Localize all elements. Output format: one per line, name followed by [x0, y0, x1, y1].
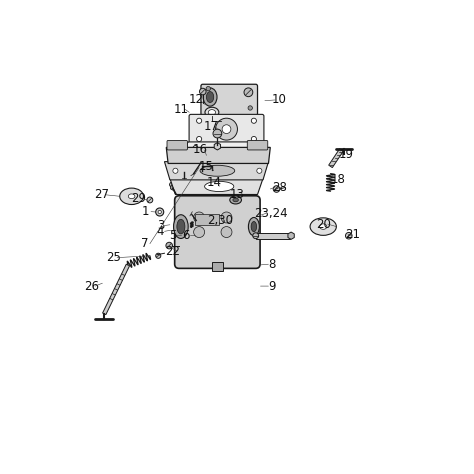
FancyBboxPatch shape — [175, 196, 260, 268]
Ellipse shape — [200, 165, 235, 176]
Circle shape — [346, 232, 352, 239]
Ellipse shape — [205, 182, 234, 191]
Circle shape — [197, 137, 201, 142]
Bar — [212, 262, 223, 271]
Text: 1: 1 — [141, 205, 149, 218]
Text: 26: 26 — [84, 280, 99, 292]
Circle shape — [166, 242, 173, 249]
Text: 8: 8 — [268, 258, 276, 271]
Text: 13: 13 — [229, 188, 245, 201]
Circle shape — [273, 186, 280, 192]
Ellipse shape — [310, 218, 337, 236]
Text: 18: 18 — [330, 173, 345, 186]
Text: 22: 22 — [165, 245, 180, 257]
Ellipse shape — [230, 196, 241, 204]
FancyBboxPatch shape — [189, 114, 264, 146]
Text: 9: 9 — [268, 280, 276, 292]
Polygon shape — [328, 149, 343, 168]
Circle shape — [194, 212, 205, 223]
Text: 16: 16 — [193, 144, 208, 156]
Circle shape — [255, 162, 260, 167]
Circle shape — [173, 168, 178, 173]
Circle shape — [221, 227, 232, 237]
Circle shape — [188, 211, 194, 217]
Polygon shape — [171, 185, 175, 190]
Circle shape — [194, 227, 205, 237]
Ellipse shape — [128, 194, 135, 199]
Circle shape — [248, 106, 253, 110]
Circle shape — [193, 146, 198, 151]
Circle shape — [216, 118, 237, 140]
Ellipse shape — [155, 208, 164, 216]
Ellipse shape — [205, 107, 219, 118]
Text: 23,24: 23,24 — [255, 207, 288, 219]
Text: 2,30: 2,30 — [207, 214, 233, 227]
Ellipse shape — [172, 183, 175, 186]
Ellipse shape — [208, 109, 216, 115]
Polygon shape — [255, 233, 291, 238]
Ellipse shape — [203, 88, 217, 106]
Text: 20: 20 — [316, 218, 331, 230]
Text: 14: 14 — [206, 175, 221, 189]
Ellipse shape — [170, 182, 178, 188]
Circle shape — [253, 233, 259, 238]
Polygon shape — [170, 178, 263, 194]
Circle shape — [147, 197, 153, 203]
Circle shape — [155, 253, 161, 258]
FancyBboxPatch shape — [167, 140, 187, 150]
Polygon shape — [166, 147, 270, 164]
FancyBboxPatch shape — [187, 142, 266, 170]
Circle shape — [251, 118, 256, 123]
Circle shape — [181, 176, 186, 181]
Circle shape — [206, 86, 210, 91]
Text: 17: 17 — [204, 120, 219, 134]
Text: 6: 6 — [182, 229, 190, 242]
Text: 7: 7 — [141, 237, 149, 250]
Circle shape — [251, 137, 256, 142]
Circle shape — [200, 88, 206, 95]
Circle shape — [222, 125, 231, 134]
Polygon shape — [288, 232, 294, 239]
Circle shape — [255, 146, 260, 151]
FancyBboxPatch shape — [201, 84, 257, 115]
Ellipse shape — [233, 198, 238, 202]
Circle shape — [213, 129, 222, 138]
Circle shape — [197, 118, 201, 123]
Text: 3: 3 — [157, 219, 164, 232]
Text: 27: 27 — [94, 188, 109, 201]
Ellipse shape — [319, 224, 327, 229]
Text: 12: 12 — [189, 93, 204, 106]
Text: 29: 29 — [131, 192, 146, 205]
Text: 10: 10 — [272, 93, 287, 107]
Circle shape — [190, 172, 196, 177]
Circle shape — [257, 168, 262, 173]
Text: 11: 11 — [173, 103, 188, 116]
Polygon shape — [102, 264, 129, 315]
Ellipse shape — [120, 188, 144, 204]
Circle shape — [221, 212, 232, 223]
Text: 15: 15 — [198, 160, 213, 173]
Text: 4: 4 — [157, 225, 164, 238]
Ellipse shape — [251, 221, 256, 232]
Ellipse shape — [248, 218, 259, 236]
Text: 25: 25 — [106, 251, 121, 264]
Ellipse shape — [158, 210, 161, 214]
Polygon shape — [164, 162, 268, 180]
Ellipse shape — [177, 219, 185, 234]
FancyBboxPatch shape — [247, 140, 268, 150]
Text: 5: 5 — [169, 229, 176, 242]
Circle shape — [244, 88, 253, 97]
Text: 21: 21 — [345, 228, 360, 241]
Text: 19: 19 — [338, 148, 353, 161]
Text: 28: 28 — [272, 181, 287, 194]
Circle shape — [193, 162, 198, 167]
Polygon shape — [214, 143, 220, 150]
Bar — [195, 214, 219, 225]
Ellipse shape — [206, 91, 214, 102]
Ellipse shape — [173, 215, 188, 238]
